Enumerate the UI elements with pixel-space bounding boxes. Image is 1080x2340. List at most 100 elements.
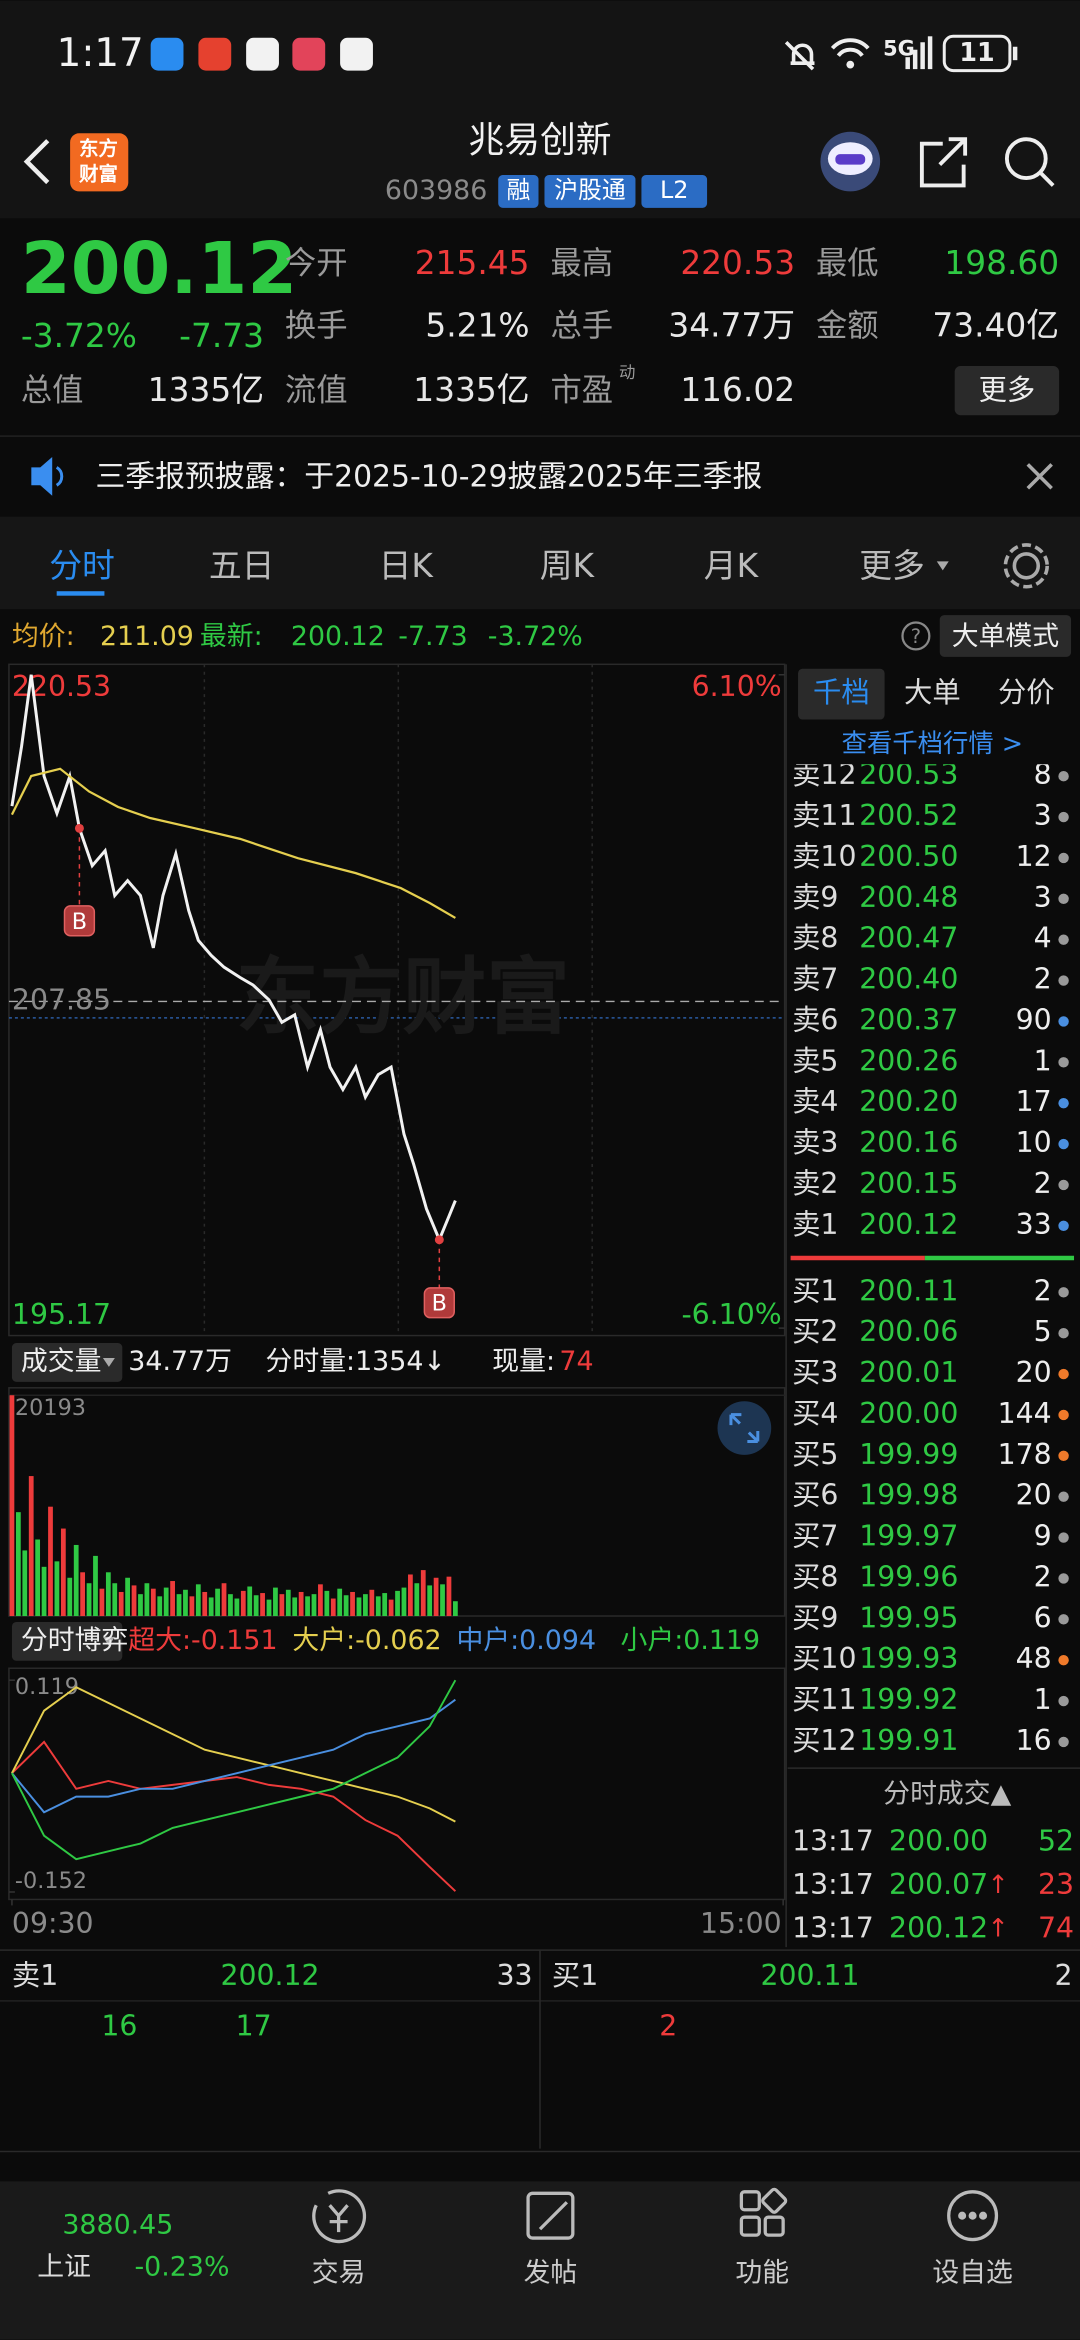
chart-tab[interactable]: 五日 (209, 547, 275, 585)
nav-item[interactable]: 发帖 (524, 2257, 578, 2288)
book-level: 卖7 (792, 963, 838, 996)
volume-bar (48, 1506, 53, 1617)
trade-volume: 74 (1038, 1911, 1074, 1944)
book-level: 卖4 (792, 1085, 838, 1118)
index-change[interactable]: -0.23% (135, 2251, 230, 2282)
chart-tab[interactable]: 月K (704, 547, 760, 585)
flow-selector-bg[interactable] (11, 1621, 123, 1661)
book-tab[interactable]: 千档 (813, 676, 870, 709)
chart-tab[interactable]: 周K (540, 547, 596, 585)
volume-dot (1058, 1573, 1069, 1584)
nav-icons[interactable] (312, 2187, 999, 2244)
book-price: 200.15 (859, 1167, 958, 1200)
flow-selector-arrow[interactable] (102, 1636, 115, 1646)
field-label: 最高 (550, 246, 613, 282)
tab-dropdown[interactable] (936, 561, 949, 571)
field-label: 总值 (21, 372, 84, 408)
volume-dot (1058, 975, 1069, 986)
flow-line (11, 1679, 457, 1861)
volume-selector-arrow[interactable] (102, 1357, 115, 1367)
chart-tab[interactable]: 日K (379, 547, 435, 585)
annotation-label: B (72, 909, 87, 935)
latest-price: 200.12 (291, 621, 385, 652)
volume-bar (408, 1574, 413, 1617)
chart-tab[interactable]: 更多 (859, 547, 925, 585)
average-line (10, 767, 456, 919)
book-volume: 2 (1034, 1274, 1052, 1307)
book-price: 200.12 (859, 1208, 958, 1241)
volume-bar (228, 1594, 233, 1617)
chart-tab[interactable]: 分时 (49, 547, 115, 585)
volume-bar (202, 1591, 208, 1617)
volume-bar (144, 1583, 150, 1617)
book-volume: 1 (1034, 1044, 1052, 1077)
y-tick-label: 195.17 (12, 1298, 111, 1331)
nav-item[interactable]: 功能 (735, 2257, 789, 2288)
more-button[interactable]: 更多 (979, 373, 1036, 406)
book-volume: 1 (1034, 1683, 1052, 1716)
book-price: 200.50 (859, 840, 958, 873)
ask-price: 200.12 (220, 1959, 319, 1992)
ask-detail: 17 (236, 2010, 272, 2043)
book-volume: 144 (998, 1397, 1052, 1430)
mode-button-bg[interactable] (939, 615, 1072, 657)
book-tab[interactable]: 分价 (998, 676, 1055, 709)
volume-bar (35, 1539, 41, 1617)
volume-selector-bg[interactable] (11, 1343, 123, 1382)
book-level: 买6 (792, 1479, 838, 1512)
volume-selector[interactable]: 成交量 (21, 1346, 102, 1377)
more-button-bg[interactable] (954, 365, 1060, 416)
annotation-label: B (432, 1291, 447, 1317)
field-value: 73.40亿 (932, 307, 1059, 345)
volume-bar (298, 1591, 304, 1617)
mode-button[interactable]: 大单模式 (952, 621, 1059, 652)
search-button[interactable] (1004, 137, 1055, 187)
volume-bar (208, 1597, 214, 1617)
volume-bar (9, 1395, 15, 1617)
bid-volume: 2 (1055, 1959, 1073, 1992)
volume-dot (1058, 1409, 1069, 1421)
assistant-avatar[interactable] (820, 131, 881, 192)
volume-bar (125, 1577, 131, 1617)
y-tick-label: 0.119 (15, 1674, 79, 1700)
nav-item[interactable]: 设自选 (932, 2257, 1013, 2288)
volume-bar (253, 1595, 259, 1617)
flow-selector[interactable]: 分时博弈 (21, 1625, 128, 1656)
nav-item[interactable]: 交易 (312, 2257, 366, 2288)
tag-bg (498, 175, 539, 208)
index-name[interactable]: 上证 (37, 2251, 91, 2282)
flow-line (11, 1740, 457, 1892)
book-link[interactable]: 查看千档行情 > (842, 728, 1023, 758)
book-level: 买4 (792, 1397, 838, 1430)
book-price: 199.92 (859, 1683, 958, 1716)
minute-volume: 分时量:1354↓ (266, 1346, 446, 1377)
book-tab[interactable]: 大单 (904, 676, 961, 709)
flow-line (11, 1698, 456, 1814)
book-tab-active-bg (798, 668, 885, 720)
volume-bar (260, 1593, 265, 1617)
stock-code: 603986 (385, 175, 487, 206)
current-volume: 74 (559, 1346, 593, 1377)
share-button[interactable] (919, 137, 968, 188)
flow-line (11, 1686, 456, 1823)
volume-dot (1058, 1097, 1069, 1109)
index-value[interactable]: 3880.45 (62, 2210, 173, 2241)
field-label-superscript: 动 (619, 363, 635, 382)
volume-bar (60, 1528, 66, 1617)
close-notice[interactable] (1026, 463, 1053, 490)
volume-bar (305, 1596, 310, 1617)
book-price: 200.53 (859, 758, 958, 791)
bid-label: 买1 (552, 1959, 598, 1992)
notice-text[interactable]: 三季报预披露：于2025-10-29披露2025年三季报 (95, 459, 762, 494)
network: 5G (883, 37, 915, 61)
book-price: 200.40 (859, 963, 958, 996)
book-volume: 3 (1034, 799, 1052, 832)
book-level: 卖9 (792, 881, 838, 914)
trades-title[interactable]: 分时成交▲ (883, 1779, 1011, 1810)
book-level: 买5 (792, 1438, 838, 1471)
help-icon-text[interactable]: ? (911, 625, 921, 648)
expand-button[interactable] (717, 1401, 772, 1455)
back-button[interactable] (23, 139, 50, 185)
help-icon[interactable] (901, 621, 931, 651)
trade-marker (74, 823, 84, 833)
